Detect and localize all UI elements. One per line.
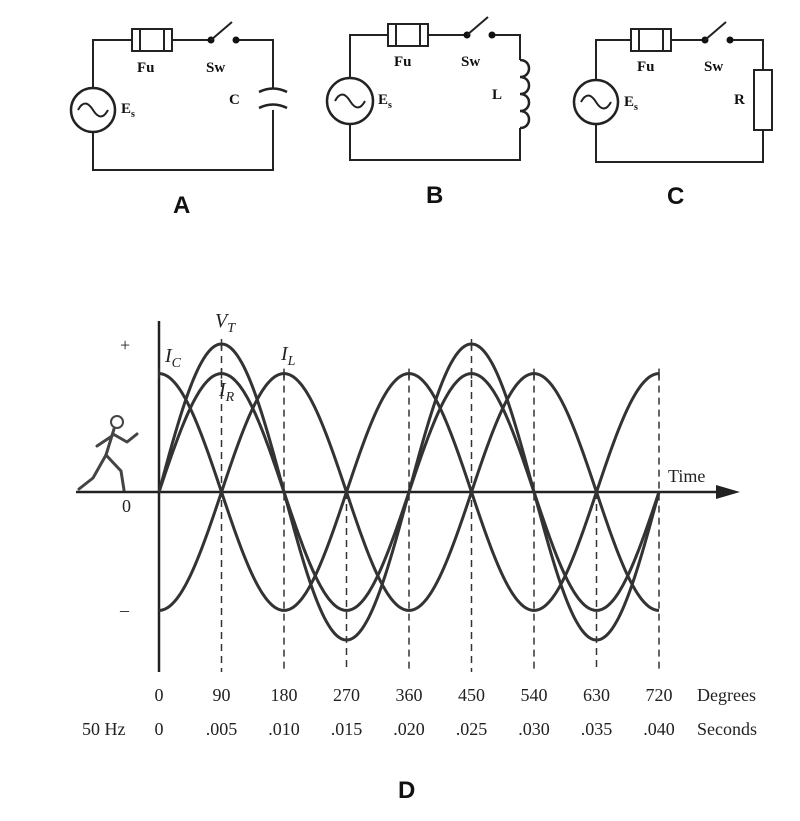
degree-tick-label: 360 xyxy=(396,685,423,705)
source-label-a: Es xyxy=(121,101,135,120)
second-tick-label: .020 xyxy=(393,719,425,739)
circuit-c-wires xyxy=(595,39,764,163)
component-label-a: C xyxy=(229,92,240,108)
switch-b xyxy=(463,16,496,39)
time-axis-label: Time xyxy=(668,466,705,486)
switch-label-c: Sw xyxy=(704,59,723,75)
resistor-c xyxy=(753,69,773,131)
switch-label-a: Sw xyxy=(206,60,225,76)
degree-tick-label: 540 xyxy=(521,685,548,705)
degree-tick-label: 720 xyxy=(646,685,673,705)
curve-label-vt: VT xyxy=(215,310,236,336)
fuse-label-b: Fu xyxy=(394,54,412,70)
component-label-b: L xyxy=(492,87,502,103)
second-tick-label: .035 xyxy=(581,719,613,739)
inductor-b xyxy=(519,58,531,130)
degree-tick-label: 450 xyxy=(458,685,485,705)
circuit-a: Fu Sw Es C A xyxy=(69,21,288,219)
panel-letter-b: B xyxy=(426,182,443,209)
degrees-axis-label: Degrees xyxy=(697,685,756,705)
degree-tick-label: 90 xyxy=(213,685,231,705)
second-tick-labels: 0 .005 .010 .015 .020 .025 .030 .035 .040 xyxy=(155,719,675,739)
degree-tick-label: 270 xyxy=(333,685,360,705)
peak-ticks xyxy=(158,339,660,379)
circuit-a-wires xyxy=(92,39,274,171)
fuse-c xyxy=(630,28,672,52)
fuse-a xyxy=(131,28,173,52)
degree-tick-labels: 0 90 180 270 360 450 540 630 720 xyxy=(155,685,673,705)
switch-c xyxy=(701,21,734,44)
degree-tick-label: 630 xyxy=(583,685,610,705)
second-tick-label: .030 xyxy=(518,719,550,739)
degree-tick-label: 0 xyxy=(155,685,164,705)
seconds-axis-label: Seconds xyxy=(697,719,757,739)
minus-label: – xyxy=(119,600,130,620)
frequency-label: 50 Hz xyxy=(82,719,126,739)
second-tick-label: .025 xyxy=(456,719,488,739)
source-label-c: Es xyxy=(624,94,638,113)
switch-a xyxy=(207,21,240,44)
waveform-panel: + 0 – Time 0 90 180 270 360 450 540 630 720 0 .00… xyxy=(76,310,757,804)
circuit-c: Fu Sw Es R C xyxy=(572,21,773,210)
circuit-b-wires xyxy=(349,34,521,161)
second-tick-label: .005 xyxy=(206,719,238,739)
ac-source-c xyxy=(572,78,620,126)
fuse-b xyxy=(387,23,429,47)
curve-ir xyxy=(157,372,661,612)
source-label-b: Es xyxy=(378,92,392,111)
panel-letter-c: C xyxy=(667,183,684,210)
curve-il xyxy=(158,372,660,612)
ac-source-a xyxy=(69,86,117,134)
switch-label-b: Sw xyxy=(461,54,480,70)
fuse-label-c: Fu xyxy=(637,59,655,75)
runner-icon xyxy=(77,415,139,492)
component-label-c: R xyxy=(734,92,745,108)
degree-tick-label: 180 xyxy=(271,685,298,705)
circuit-b: Fu Sw Es L B xyxy=(325,16,531,209)
time-axis-arrow-icon xyxy=(716,485,740,499)
second-tick-label: 0 xyxy=(155,719,164,739)
dashed-guides xyxy=(220,344,660,672)
panel-letter-d: D xyxy=(398,777,415,804)
plus-label: + xyxy=(120,335,130,355)
capacitor-a xyxy=(258,87,288,110)
panel-letter-a: A xyxy=(173,192,190,219)
second-tick-label: .010 xyxy=(268,719,300,739)
fuse-label-a: Fu xyxy=(137,60,155,76)
second-tick-label: .040 xyxy=(643,719,675,739)
zero-label: 0 xyxy=(122,496,131,516)
ac-source-b xyxy=(325,76,375,126)
curve-label-ir: IR xyxy=(218,379,235,405)
curve-label-ic: IC xyxy=(164,345,182,371)
second-tick-label: .015 xyxy=(331,719,363,739)
curve-label-il: IL xyxy=(280,343,296,369)
